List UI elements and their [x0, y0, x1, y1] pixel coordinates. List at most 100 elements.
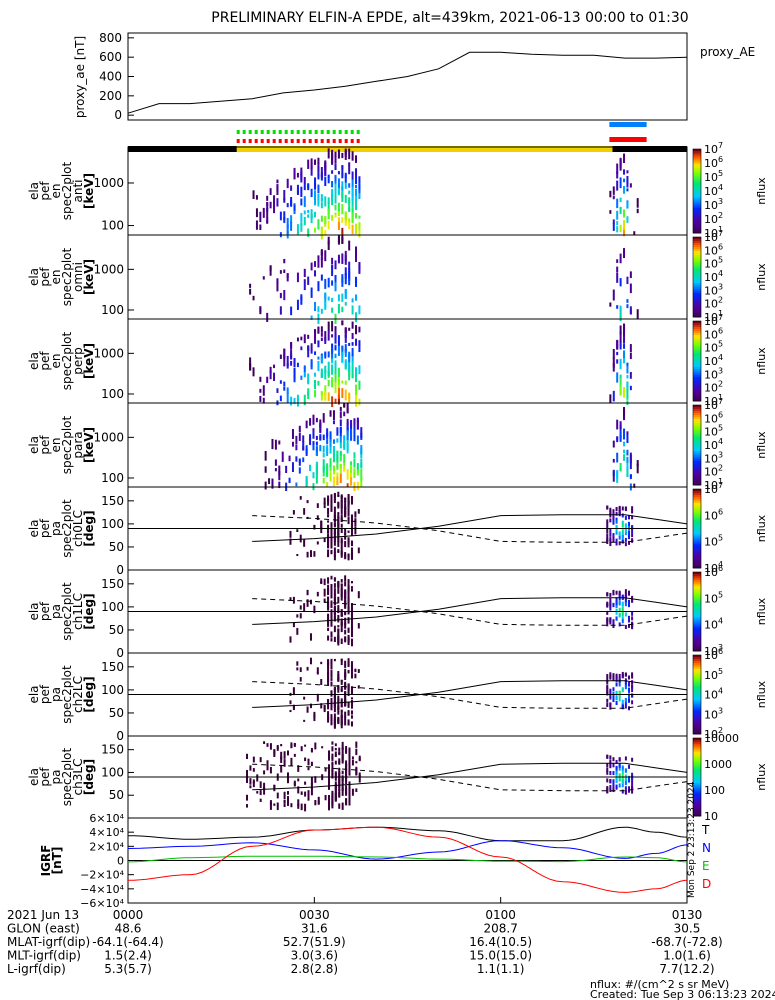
- colorbar-cell: [693, 542, 701, 545]
- spectrogram-cell: [623, 454, 626, 461]
- pa-cell: [344, 500, 347, 506]
- pa-cell: [615, 770, 618, 775]
- spectrogram-cell: [300, 198, 303, 206]
- spectrogram-cell: [344, 219, 347, 226]
- spectrogram-cell: [616, 266, 619, 273]
- colorbar-cell: [693, 792, 701, 796]
- igrf-legend-E: E: [702, 859, 710, 873]
- red-dash: [320, 139, 324, 143]
- spectrogram-cell: [337, 303, 340, 314]
- pa-cell: [344, 532, 347, 536]
- pa-cell: [615, 701, 618, 706]
- igrf-ytick-label: −6×10⁴: [80, 897, 124, 910]
- spectrogram-cell: [269, 366, 272, 374]
- colorbar-tick-exp: 1: [718, 393, 723, 402]
- pa-cell: [333, 704, 336, 713]
- pa-cell: [340, 500, 343, 507]
- pa-cell: [627, 764, 630, 769]
- colorbar-cell: [693, 359, 701, 362]
- spectrogram-cell: [355, 256, 358, 263]
- pa-cell: [269, 802, 272, 810]
- pa-cell: [340, 715, 343, 719]
- pa-cell: [327, 659, 330, 664]
- pa-cell: [307, 796, 310, 801]
- panel-ylabel: pa: [49, 687, 63, 702]
- spectrogram-cell: [281, 451, 284, 462]
- spectrogram-cell: [337, 178, 340, 189]
- spectrogram-cell: [334, 193, 337, 204]
- spectrogram-cell: [326, 482, 329, 488]
- pa-cell: [606, 686, 609, 691]
- spectrogram-cell: [310, 349, 313, 354]
- colorbar-cell: [693, 427, 701, 430]
- spectrogram-cell: [317, 356, 320, 360]
- pa-cell: [615, 517, 618, 522]
- igrf-ylabel: IGRF: [39, 845, 53, 877]
- colorbar-tick-exp: 4: [718, 687, 723, 696]
- colorbar-cell: [693, 423, 701, 426]
- pa-cell: [347, 516, 350, 525]
- spectrogram-cell: [290, 396, 293, 406]
- colorbar-cell: [693, 538, 701, 541]
- pa-cell: [618, 607, 621, 612]
- pa-cell: [621, 699, 624, 704]
- spectrogram-cell: [331, 297, 334, 303]
- colorbar-tick-exp: 3: [718, 197, 723, 206]
- igrf-legend-N: N: [702, 841, 711, 855]
- pa-cell: [615, 597, 618, 602]
- colorbar-tick: 106: [704, 155, 723, 170]
- pa-cell: [340, 623, 343, 630]
- pa-cell: [351, 759, 354, 766]
- spectrogram-cell: [300, 296, 303, 301]
- pa-cell: [631, 674, 634, 679]
- spectrogram-cell: [278, 470, 281, 481]
- spectrogram-cell: [266, 195, 269, 201]
- side-stamp: Mon Sep 2 23:13:23 2024: [687, 781, 697, 898]
- pa-cell: [334, 777, 337, 781]
- spectrogram-cell: [358, 176, 361, 183]
- spectrogram-cell: [310, 262, 313, 271]
- colorbar-cell: [693, 313, 701, 316]
- colorbar-cell: [693, 228, 701, 232]
- pa-cell: [290, 742, 293, 749]
- anti-loss-cone-line: [252, 681, 688, 709]
- spectrogram-cell: [303, 268, 306, 278]
- panel-ylabel: ela: [27, 768, 41, 786]
- igrf-legend-D: D: [702, 877, 711, 891]
- spectrogram-cell: [300, 186, 303, 197]
- pa-cell: [316, 515, 319, 521]
- pa-cell: [327, 544, 330, 549]
- pa-cell: [327, 677, 330, 686]
- spectrogram-cell: [619, 341, 622, 346]
- spectrogram-cell: [300, 222, 303, 232]
- pa-cell: [338, 778, 341, 783]
- colorbar-cell: [693, 587, 701, 591]
- spectrogram-cell: [351, 342, 354, 346]
- spectrogram-cell: [612, 195, 615, 200]
- colorbar-cell: [693, 207, 701, 211]
- spectrogram-cell: [271, 480, 274, 487]
- spectrogram-cell: [324, 301, 327, 310]
- spectrogram-cell: [327, 221, 330, 230]
- spectrogram-cell: [344, 389, 347, 401]
- spectrogram-cell: [283, 198, 286, 203]
- spectrogram-cell: [348, 202, 351, 212]
- spectrogram-cell: [334, 398, 337, 404]
- spectrogram-cell: [626, 375, 629, 379]
- pa-cell: [621, 674, 624, 679]
- pa-cell: [327, 669, 330, 674]
- colorbar-cell: [693, 810, 701, 813]
- pa-cell: [606, 592, 609, 597]
- pa-cell: [615, 691, 618, 696]
- spectrogram-cell: [283, 269, 286, 274]
- igrf-ytick-label: 4×10⁴: [89, 826, 124, 839]
- spectrogram-cell: [343, 435, 346, 444]
- green-dash: [236, 130, 240, 134]
- spectrogram-cell: [358, 398, 361, 406]
- spectrogram-cell: [623, 209, 626, 217]
- colorbar-cell: [693, 572, 701, 575]
- pa-cell: [357, 591, 360, 599]
- pa-cell: [350, 589, 353, 592]
- colorbar-cell: [693, 504, 701, 508]
- pa-cell: [327, 717, 330, 723]
